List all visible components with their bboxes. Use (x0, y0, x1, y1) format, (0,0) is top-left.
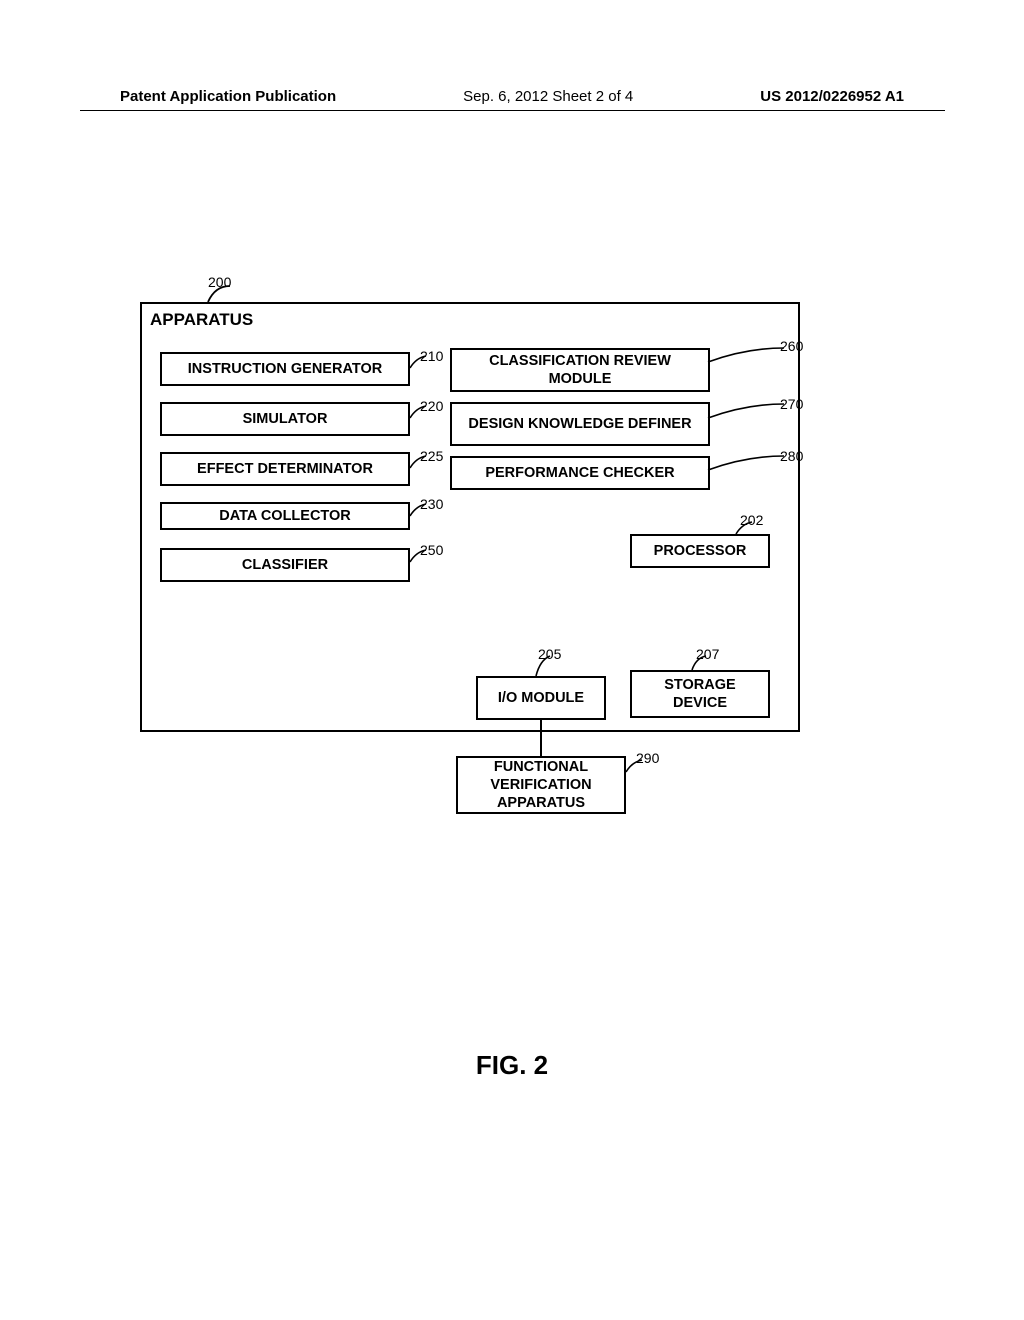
callout-260 (706, 346, 786, 366)
classification-review-box: CLASSIFICATION REVIEW MODULE (450, 348, 710, 392)
callout-280 (706, 454, 786, 474)
instruction-generator-label: INSTRUCTION GENERATOR (188, 360, 382, 378)
callout-290 (624, 758, 644, 776)
processor-label: PROCESSOR (654, 542, 747, 560)
callout-270 (706, 402, 786, 422)
callout-250 (408, 548, 428, 566)
simulator-label: SIMULATOR (243, 410, 328, 428)
header-rule (80, 110, 945, 111)
callout-210 (408, 354, 428, 372)
header-center: Sep. 6, 2012 Sheet 2 of 4 (463, 88, 633, 105)
diagram-area: 200 APPARATUS INSTRUCTION GENERATOR 210 … (140, 290, 800, 790)
classifier-box: CLASSIFIER (160, 548, 410, 582)
classifier-label: CLASSIFIER (242, 556, 328, 574)
figure-caption: FIG. 2 (0, 1050, 1024, 1081)
header-right: US 2012/0226952 A1 (760, 88, 904, 105)
design-knowledge-box: DESIGN KNOWLEDGE DEFINER (450, 402, 710, 446)
effect-determinator-label: EFFECT DETERMINATOR (197, 460, 373, 478)
data-collector-box: DATA COLLECTOR (160, 502, 410, 530)
processor-box: PROCESSOR (630, 534, 770, 568)
instruction-generator-box: INSTRUCTION GENERATOR (160, 352, 410, 386)
io-connector-line (539, 720, 543, 756)
classification-review-label: CLASSIFICATION REVIEW MODULE (456, 352, 704, 388)
design-knowledge-label: DESIGN KNOWLEDGE DEFINER (468, 415, 691, 433)
page-header: Patent Application Publication Sep. 6, 2… (0, 88, 1024, 105)
functional-verification-box: FUNCTIONAL VERIFICATION APPARATUS (456, 756, 626, 814)
performance-checker-box: PERFORMANCE CHECKER (450, 456, 710, 490)
callout-225 (408, 454, 428, 472)
callout-230 (408, 502, 428, 520)
simulator-box: SIMULATOR (160, 402, 410, 436)
callout-205 (532, 654, 552, 680)
callout-207 (688, 654, 708, 674)
performance-checker-label: PERFORMANCE CHECKER (485, 464, 674, 482)
header-left: Patent Application Publication (120, 88, 336, 105)
apparatus-title: APPARATUS (150, 310, 253, 330)
io-module-box: I/O MODULE (476, 676, 606, 720)
storage-device-box: STORAGE DEVICE (630, 670, 770, 718)
callout-220 (408, 404, 428, 422)
storage-device-label: STORAGE DEVICE (636, 676, 764, 712)
io-module-label: I/O MODULE (498, 689, 584, 707)
data-collector-label: DATA COLLECTOR (219, 507, 351, 525)
callout-202 (734, 520, 754, 538)
effect-determinator-box: EFFECT DETERMINATOR (160, 452, 410, 486)
functional-verification-label: FUNCTIONAL VERIFICATION APPARATUS (462, 758, 620, 812)
